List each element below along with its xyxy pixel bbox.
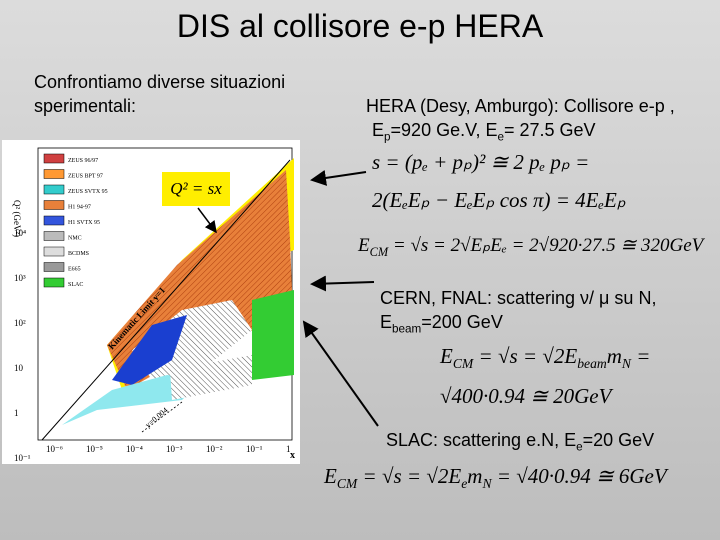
x-tick-label: 10⁻⁴ — [126, 444, 143, 454]
text: E — [372, 120, 385, 140]
kinematic-limit — [41, 159, 291, 441]
equation: ECM = √s = 2√EₚEₑ = 2√920·27.5 ≅ 320GeV — [358, 234, 703, 260]
sub: e — [461, 476, 468, 492]
region — [252, 290, 294, 380]
hera-heading: HERA (Desy, Amburgo): Collisore e-p , — [366, 96, 675, 116]
y-tick-label: 10⁴ — [14, 228, 26, 238]
text: =920 Ge.V, E — [390, 120, 498, 140]
x-tick-label: 1 — [286, 444, 291, 454]
cern-energies: Ebeam=200 GeV — [380, 312, 503, 336]
text: = 27.5 GeV — [503, 120, 596, 140]
equation: √400·0.94 ≅ 20GeV — [440, 384, 612, 408]
text: =200 GeV — [421, 312, 503, 332]
legend-label: E665 — [68, 267, 81, 273]
legend-label: ZEUS 96/97 — [68, 158, 98, 164]
kinematic-plane: Q² = sx Kinematic Limit y=1 y=0.004 Q² (… — [2, 140, 300, 464]
intro: Confrontiamo diverse situazioni sperimen… — [34, 72, 286, 116]
text: SLAC: scattering e.N, E — [386, 430, 577, 450]
region — [112, 315, 187, 385]
legend-swatch — [43, 262, 65, 272]
legend-swatch — [43, 184, 65, 195]
sub: p — [384, 130, 391, 144]
legend-swatch — [43, 169, 65, 179]
text: E — [358, 235, 370, 256]
y-tick-label: 10² — [14, 318, 26, 328]
text: = √s = 2√EₚEₑ = 2√920·27.5 ≅ 320GeV — [388, 235, 704, 256]
sub: beam — [392, 322, 422, 336]
arrow — [310, 170, 367, 186]
formula-box — [162, 172, 230, 206]
equation: ECM = √s = √2EemN = √40·0.94 ≅ 6GeV — [324, 464, 667, 492]
text: m — [467, 464, 483, 488]
x-tick-label: 10⁻² — [206, 444, 223, 454]
y-label: Q² (GeV²) — [12, 200, 22, 237]
arrow — [310, 275, 375, 292]
legend-swatch — [43, 231, 65, 241]
text: m — [606, 344, 622, 368]
formula: Q² = sx — [170, 179, 222, 198]
legend-label: NMC — [68, 236, 82, 242]
arrow — [197, 207, 217, 234]
sub: e — [576, 440, 583, 454]
text: E — [380, 312, 393, 332]
legend-label: H1 SVTX 95 — [68, 220, 100, 226]
sub: e — [497, 130, 504, 144]
x-tick-label: 10⁻¹ — [246, 444, 263, 454]
legend-swatch — [43, 215, 65, 226]
x-tick-label: 10⁻³ — [166, 444, 183, 454]
x-label: x — [290, 450, 295, 461]
ticks: 10⁴ 10³ 10² 10 1 10⁻¹ 10⁻⁶ 10⁻⁵ 10⁻⁴ 10⁻³ 10⁻² 10⁻¹… — [14, 228, 291, 463]
region — [170, 355, 252, 400]
title: DIS al collisore e-p HERA — [176, 8, 544, 44]
text: E — [440, 344, 453, 368]
x-tick-label: 10⁻⁵ — [86, 444, 103, 454]
legend-label: SLAC — [68, 282, 83, 288]
legend-label: BCDMS — [68, 251, 89, 257]
region — [62, 375, 202, 425]
legend-label: ZEUS BPT 97 — [68, 174, 103, 180]
legend-swatch — [43, 153, 65, 164]
legend: ZEUS 96/97 ZEUS BPT 97 ZEUS SVTX 95 H1 94-9… — [43, 153, 108, 288]
equation: s = (pₑ + pₚ)² ≅ 2 pₑ pₚ = — [372, 150, 590, 174]
text: = √s = √2E — [357, 464, 462, 488]
y-tick-label: 10³ — [14, 273, 26, 283]
text: E — [324, 464, 337, 488]
text: = √40·0.94 ≅ 6GeV — [491, 464, 667, 488]
y-tick-label: 1 — [14, 408, 19, 418]
equation: 2(EₑEₚ − EₑEₚ cos π) = 4EₑEₚ — [372, 188, 626, 212]
slac-heading: SLAC: scattering e.N, Ee=20 GeV — [386, 430, 654, 454]
legend-swatch — [43, 200, 65, 210]
sub: CM — [369, 244, 389, 259]
x-tick-label: 10⁻⁶ — [46, 444, 63, 454]
legend-label: ZEUS SVTX 95 — [68, 189, 108, 195]
sub: N — [482, 476, 492, 492]
text: = — [631, 344, 651, 368]
y-tick-label: 10⁻¹ — [14, 453, 31, 463]
legend-label: H1 94-97 — [68, 205, 91, 211]
y-tick-label: 10 — [14, 363, 24, 373]
sub: N — [621, 356, 632, 372]
text: = √s = √2E — [473, 344, 578, 368]
sub: CM — [336, 476, 358, 492]
legend-swatch — [43, 246, 65, 257]
sub: CM — [452, 356, 474, 372]
equation: ECM = √s = √2EbeammN = — [440, 344, 650, 372]
cern-heading: CERN, FNAL: scattering ν/ μ su N, — [380, 288, 657, 308]
text: =20 GeV — [582, 430, 655, 450]
sub: beam — [577, 356, 607, 372]
y-cut — [141, 401, 183, 433]
hera-energies: Ep=920 Ge.V, Ee= 27.5 GeV — [372, 120, 596, 144]
legend-swatch — [43, 277, 65, 288]
arrow — [302, 320, 379, 427]
